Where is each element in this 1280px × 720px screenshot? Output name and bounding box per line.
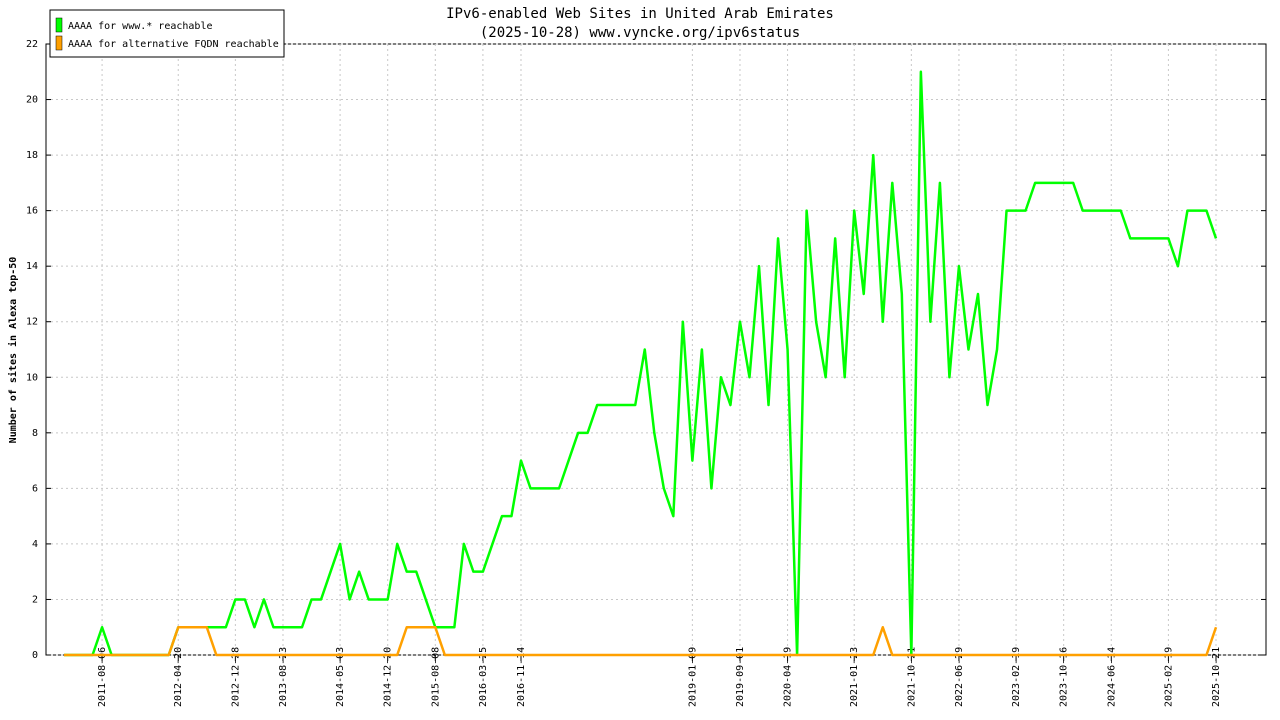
y-tick-label: 18 xyxy=(26,150,38,161)
y-tick-label: 6 xyxy=(32,483,38,494)
x-tick-label: 2014-05-03 xyxy=(335,647,346,707)
data-line xyxy=(64,70,1218,657)
y-tick-label: 12 xyxy=(26,317,38,328)
y-tick-label: 4 xyxy=(32,539,38,550)
chart-title: IPv6-enabled Web Sites in United Arab Em… xyxy=(446,6,834,22)
x-tick-label: 2019-09-01 xyxy=(735,647,746,707)
x-tick-label: 2014-12-20 xyxy=(383,647,394,707)
legend-swatch xyxy=(55,17,63,33)
y-tick-label: 20 xyxy=(26,95,38,106)
x-tick-label: 2021-01-23 xyxy=(849,647,860,707)
x-tick-label: 2016-03-25 xyxy=(478,647,489,707)
x-tick-label: 2012-12-28 xyxy=(230,647,241,707)
x-tick-label: 2020-04-19 xyxy=(783,647,794,707)
x-tick-label: 2016-11-14 xyxy=(516,647,527,707)
chart-subtitle: (2025-10-28) www.vyncke.org/ipv6status xyxy=(480,25,800,41)
y-tick-label: 22 xyxy=(26,39,38,50)
x-tick-label: 2023-10-16 xyxy=(1059,647,1070,707)
x-tick-label: 2015-08-08 xyxy=(430,647,441,707)
x-tick-label: 2011-08-06 xyxy=(97,647,108,707)
y-axis-label: Number of sites in Alexa top-50 xyxy=(7,257,19,444)
y-tick-label: 0 xyxy=(32,650,38,661)
y-tick-label: 8 xyxy=(32,428,38,439)
x-tick-label: 2019-01-09 xyxy=(687,647,698,707)
legend-label: AAAA for alternative FQDN reachable xyxy=(68,39,279,50)
y-tick-label: 14 xyxy=(26,261,38,272)
x-tick-label: 2024-06-14 xyxy=(1106,647,1117,707)
data-line xyxy=(64,625,1218,657)
x-tick-label: 2023-02-19 xyxy=(1011,647,1022,707)
x-tick-label: 2025-10-21 xyxy=(1211,647,1222,707)
y-tick-label: 2 xyxy=(32,594,38,605)
legend-frame xyxy=(49,9,285,58)
legend-label: AAAA for www.* reachable xyxy=(68,21,213,32)
x-tick-label: 2013-08-23 xyxy=(278,647,289,707)
x-tick-label: 2012-04-20 xyxy=(173,647,184,707)
legend-swatch xyxy=(55,35,63,51)
y-tick-label: 10 xyxy=(26,372,38,383)
x-tick-label: 2021-10-21 xyxy=(906,647,917,707)
x-tick-label: 2025-02-19 xyxy=(1163,647,1174,707)
y-tick-label: 16 xyxy=(26,206,38,217)
x-tick-label: 2022-06-29 xyxy=(954,647,965,707)
legend: AAAA for www.* reachable AAAA for alterna… xyxy=(49,9,285,58)
